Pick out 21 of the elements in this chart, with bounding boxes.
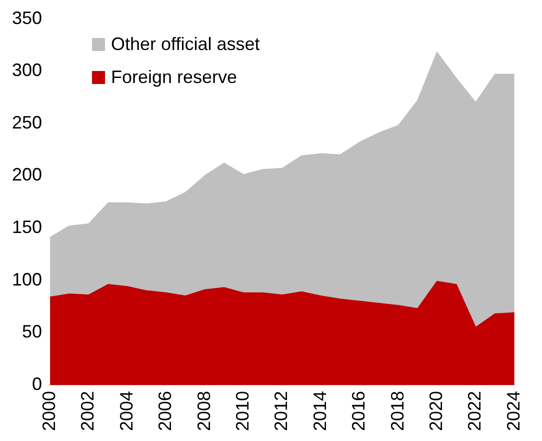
x-tick-label: 2006	[155, 390, 176, 432]
x-tick-label: 2004	[116, 390, 136, 432]
x-tick-label: 2010	[232, 390, 252, 432]
x-tick-label: 2008	[194, 390, 214, 432]
x-tick-label: 2002	[78, 390, 98, 432]
y-tick-label: 350	[12, 8, 42, 28]
y-tick-label: 150	[12, 217, 42, 237]
y-tick-label: 50	[22, 322, 42, 342]
x-tick-label: 2014	[310, 390, 330, 432]
x-tick-label: 2016	[348, 390, 369, 432]
x-tick-label: 2022	[464, 390, 485, 432]
y-tick-label: 250	[12, 112, 42, 132]
legend-label: Other official asset	[111, 34, 260, 55]
y-tick-label: 100	[12, 269, 42, 290]
x-tick-label: 2024	[503, 390, 524, 432]
legend-label: Foreign reserve	[111, 67, 238, 88]
x-tick-label: 2020	[426, 390, 446, 432]
y-tick-label: 200	[12, 164, 42, 185]
x-tick-label: 2012	[271, 390, 292, 432]
x-tick-label: 2018	[387, 390, 408, 432]
y-tick-label: 300	[12, 60, 42, 80]
